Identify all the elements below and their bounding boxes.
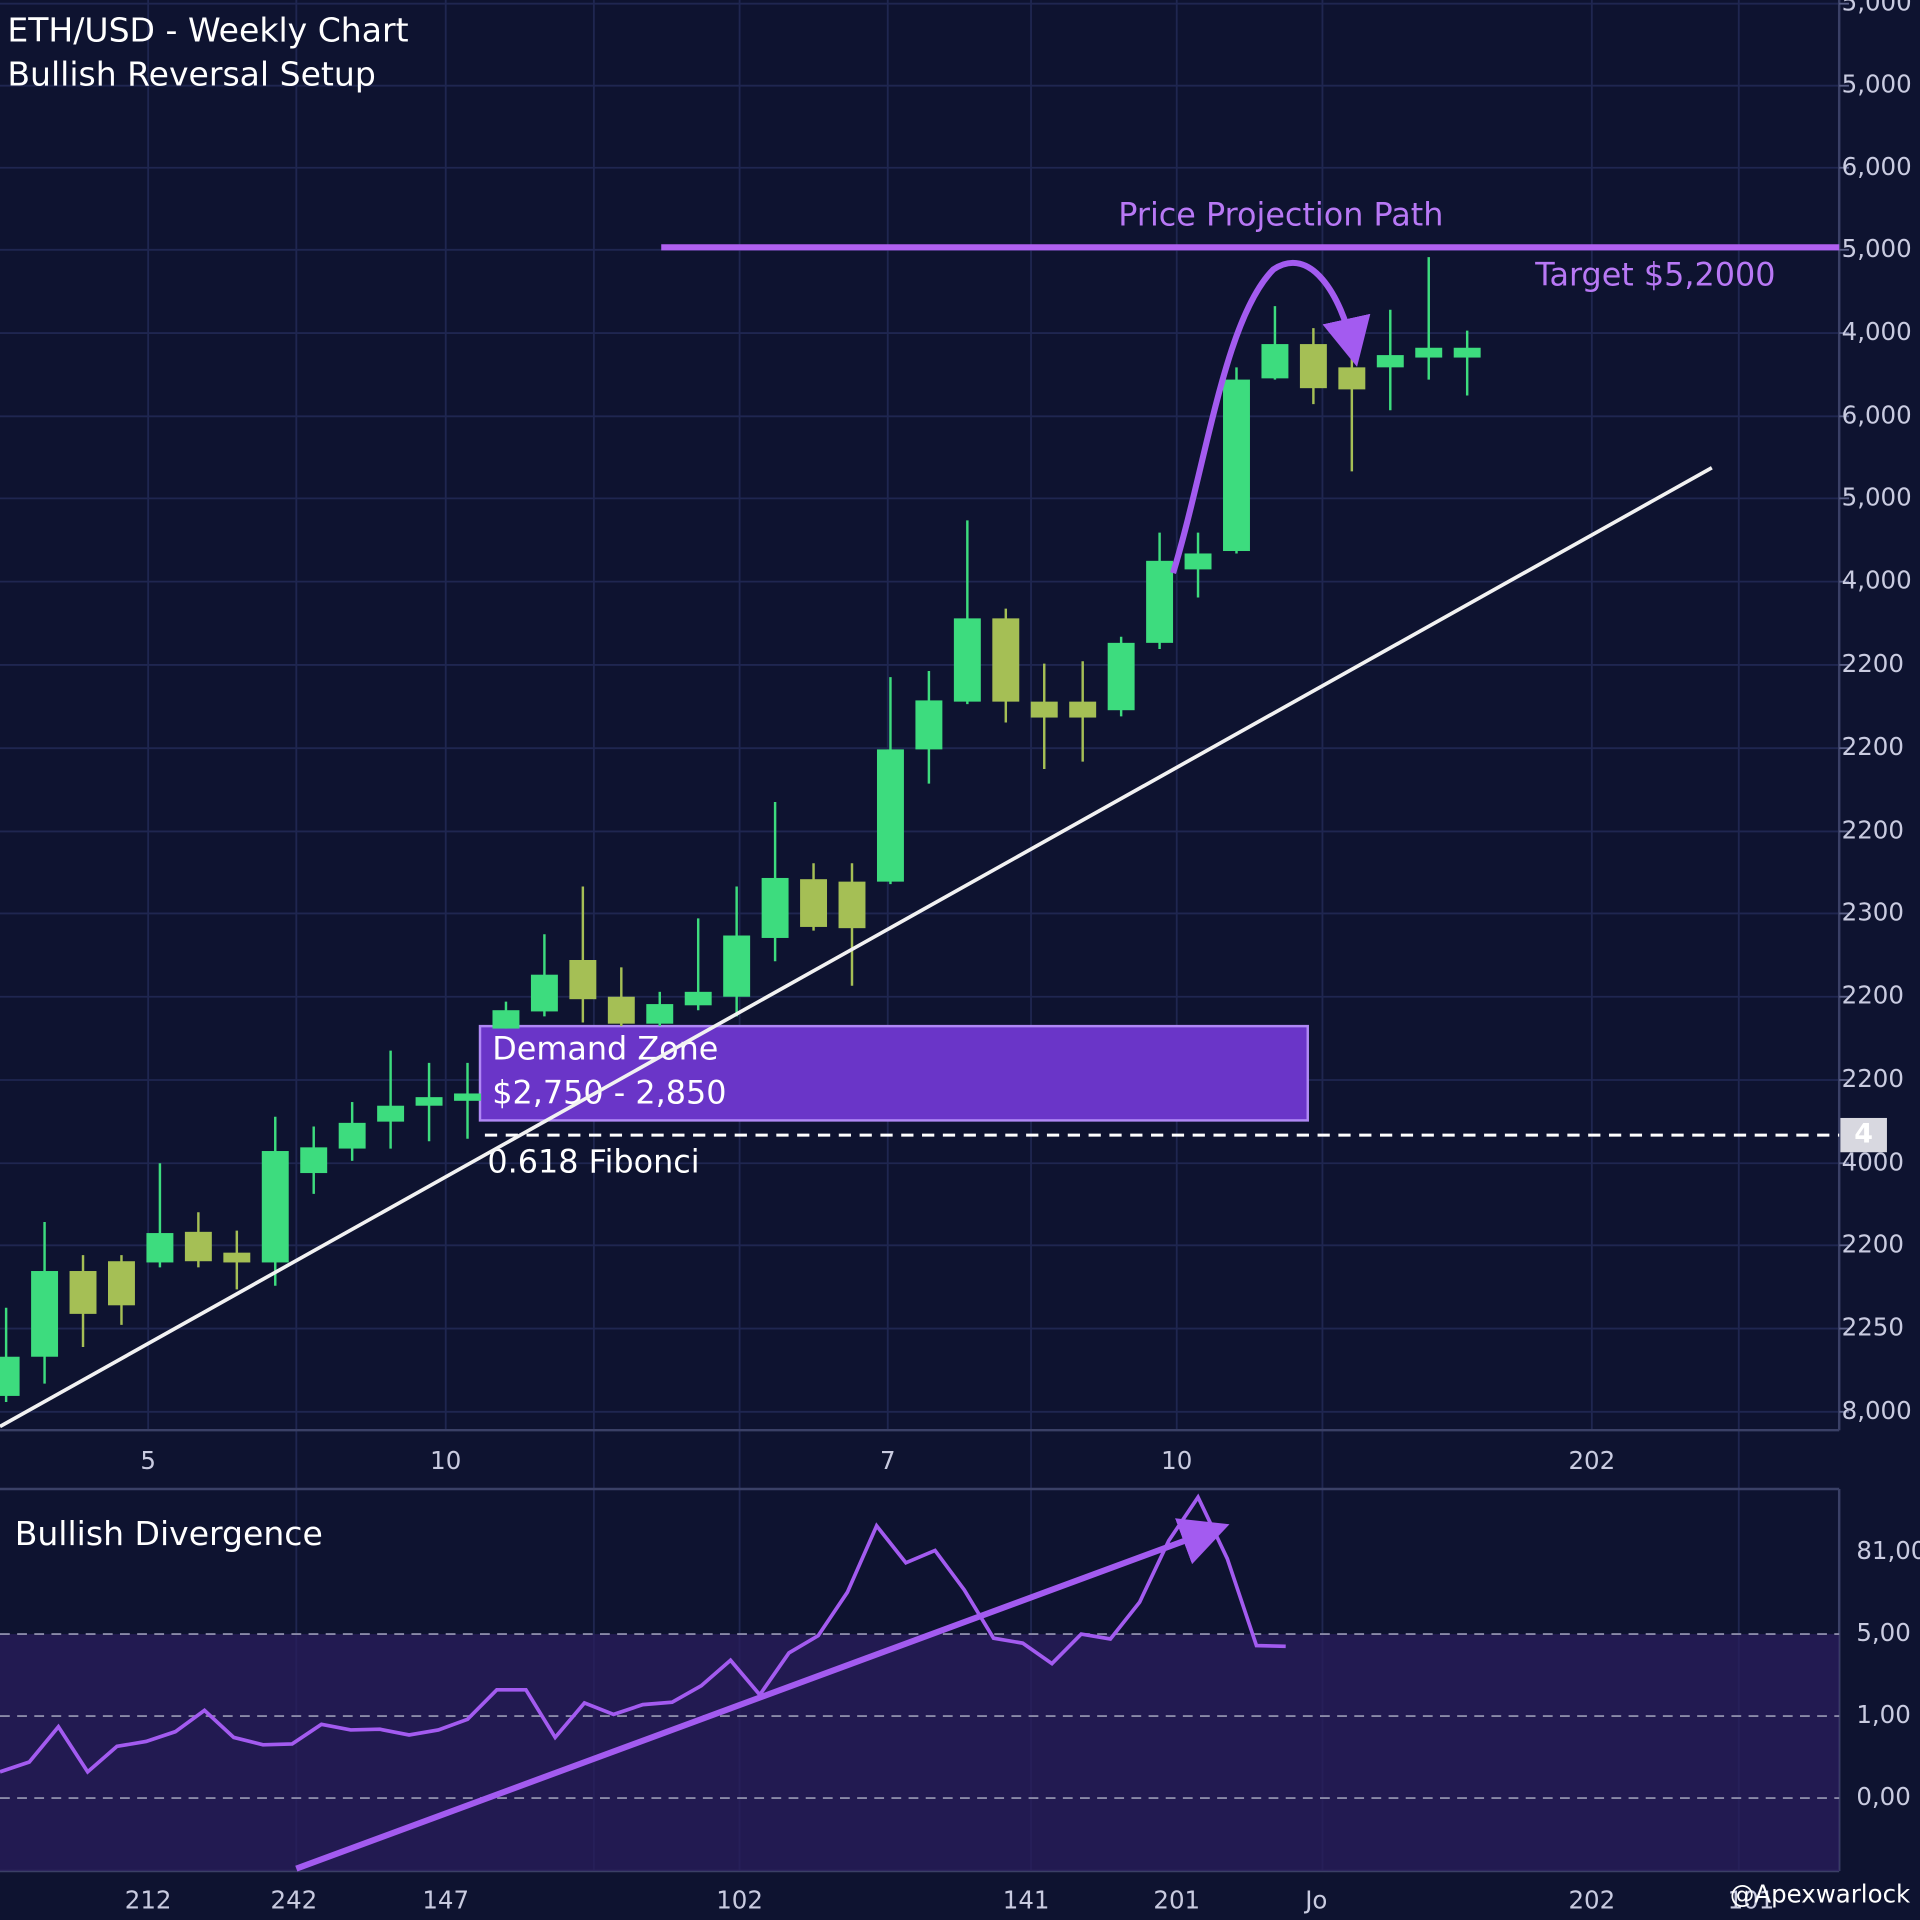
y-tick-label: 2200	[1842, 981, 1904, 1010]
x-tick-label: 202	[1568, 1446, 1615, 1475]
divergence-arrow	[295, 1518, 1230, 1872]
candle-body	[415, 1097, 443, 1106]
x-tick-label: 141	[1003, 1886, 1050, 1915]
candle-body	[1338, 367, 1366, 390]
y-tick-label: 2200	[1842, 732, 1904, 761]
x-tick-label: 212	[125, 1886, 172, 1915]
candle-body	[492, 1010, 520, 1029]
candle-body	[800, 879, 828, 927]
subtitle: Bullish Reversal Setup	[7, 54, 375, 93]
candle-body	[69, 1271, 97, 1314]
target-label: Target $5,2000	[1534, 256, 1775, 294]
candle-body	[0, 1356, 20, 1396]
fib-label: 0.618 Fibonci	[487, 1142, 699, 1180]
x-tick-label: 10	[430, 1446, 461, 1475]
x-tick-label: 147	[422, 1886, 469, 1915]
candle-body	[1030, 701, 1058, 718]
candle-body	[1415, 347, 1443, 358]
candle-body	[261, 1151, 289, 1263]
candle-body	[338, 1122, 366, 1149]
x-tick-label: 101	[1728, 1886, 1775, 1915]
candle-body	[761, 877, 789, 938]
x-tick-label: 5	[140, 1446, 156, 1475]
candle-body	[530, 974, 558, 1012]
main-panel: 5,000 5,000 6,000 5,000 4,000 6,000 5,000 4,000…	[0, 0, 1912, 1475]
y-tick-label: 5,000	[1842, 482, 1912, 511]
y-tick-label: 4,000	[1842, 566, 1912, 595]
candle-body	[992, 618, 1020, 702]
y-tick-label: 5,000	[1842, 234, 1912, 263]
candle-body	[876, 749, 904, 882]
y-tick-label: 2200	[1842, 1064, 1904, 1093]
projection-label: Price Projection Path	[1118, 196, 1443, 234]
candle-body	[1069, 701, 1097, 718]
demand-zone-label: Demand Zone	[492, 1030, 718, 1068]
x-tick-label: 102	[716, 1886, 763, 1915]
candle-body	[454, 1093, 481, 1101]
y-tick-label: 5,000	[1842, 0, 1912, 17]
candle-body	[1376, 355, 1404, 368]
fib-marker-box	[1840, 1117, 1887, 1153]
y-tick-label: 81,00	[1856, 1536, 1920, 1565]
candle-body	[1184, 553, 1212, 570]
x-tick-label: 10	[1161, 1446, 1192, 1475]
title: ETH/USD - Weekly Chart	[7, 10, 408, 49]
candle-body	[1223, 379, 1250, 552]
x-tick-label: 242	[271, 1886, 318, 1915]
candle-body	[607, 996, 635, 1024]
y-tick-label: 5,000	[1842, 70, 1912, 99]
trendline	[0, 466, 1713, 1429]
x-tick-label: Jo	[1303, 1886, 1327, 1915]
demand-zone	[478, 1024, 1309, 1122]
candle-body	[184, 1231, 212, 1262]
candle-body	[146, 1233, 174, 1263]
indicator-title: Bullish Divergence	[15, 1514, 323, 1553]
candle-body	[646, 1004, 674, 1024]
candle-body	[953, 618, 981, 702]
candle-body	[1261, 344, 1289, 379]
candle-body	[684, 991, 712, 1006]
candle-body	[377, 1105, 405, 1122]
candle-body	[915, 700, 943, 750]
y-tick-label: 1,00	[1856, 1700, 1910, 1729]
fib-marker: 4	[1854, 1119, 1873, 1150]
y-tick-label: 2300	[1842, 897, 1904, 926]
y-tick-label: 0,00	[1856, 1782, 1910, 1811]
x-tick-label: 201	[1153, 1886, 1200, 1915]
candle-body	[569, 960, 597, 1000]
y-tick-label: 8,000	[1842, 1396, 1912, 1425]
candle-body	[838, 881, 866, 929]
y-tick-label: 2250	[1842, 1313, 1904, 1342]
band	[0, 1634, 1840, 1872]
projection-arrow	[1170, 259, 1371, 574]
y-tick-label: 6,000	[1842, 400, 1912, 429]
x-tick-label: 202	[1568, 1886, 1615, 1915]
x-tick-label: 7	[880, 1446, 896, 1475]
lower-panel: 81,00 5,00 1,00 0,00 212 242 147 102 141 201 Jo 202…	[0, 1493, 1920, 1915]
candle-body	[1299, 344, 1327, 389]
y-tick-label: 2200	[1842, 815, 1904, 844]
candle-body	[1107, 642, 1135, 711]
demand-zone-range: $2,750 - 2,850	[492, 1074, 726, 1112]
indicator-line	[0, 1493, 1286, 1775]
candle-body	[723, 935, 751, 997]
candle-body	[223, 1252, 251, 1263]
y-tick-label: 5,00	[1856, 1618, 1910, 1647]
y-tick-label: 2200	[1842, 1229, 1904, 1258]
watermark: @Apexwarlock	[1730, 1880, 1911, 1909]
candle-body	[1453, 347, 1481, 358]
candle-body	[1146, 560, 1174, 643]
candle-body	[31, 1271, 59, 1357]
y-tick-label: 2200	[1842, 649, 1904, 678]
y-tick-label: 6,000	[1842, 152, 1912, 181]
candle-body	[300, 1147, 328, 1174]
candle-body	[108, 1261, 135, 1306]
y-tick-label: 4,000	[1842, 317, 1912, 346]
